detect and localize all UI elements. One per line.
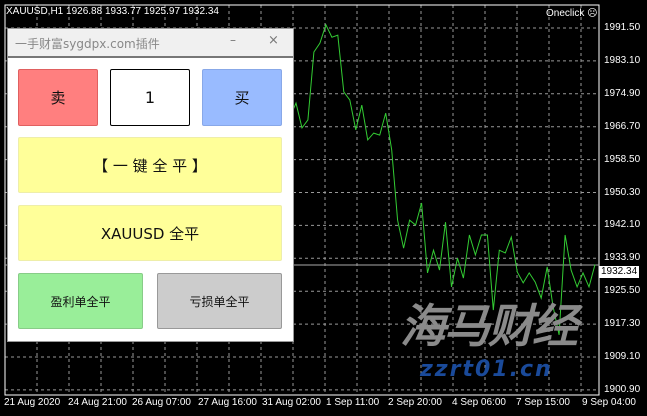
price-series-line — [289, 23, 596, 336]
lots-input[interactable]: 1 — [110, 69, 190, 126]
price-axis-label: 1917.30 — [604, 318, 641, 330]
time-axis-label: 27 Aug 16:00 — [198, 397, 257, 408]
price-axis-label: 1909.10 — [604, 351, 641, 362]
price-axis-label: 1983.10 — [604, 54, 641, 66]
close-button[interactable]: × — [268, 33, 279, 48]
sad-face-icon: ☹ — [587, 8, 598, 19]
buy-button[interactable]: 买 — [202, 69, 282, 126]
sell-button[interactable]: 卖 — [18, 69, 98, 126]
time-axis-label: 9 Sep 04:00 — [582, 397, 636, 408]
symbol-info: XAUUSD,H1 1926.88 1933.77 1925.97 1932.3… — [6, 6, 219, 17]
minimize-button[interactable]: – — [230, 33, 236, 47]
chart-frame — [4, 4, 600, 396]
watermark-logo: 海马财经 — [400, 299, 578, 353]
time-axis-label: 7 Sep 15:00 — [516, 397, 570, 408]
trade-panel: 一手财富sygdpx.com插件 – × 卖 1 买 【 一 键 全 平 】 X… — [7, 28, 294, 342]
close-loss-button[interactable]: 亏损单全平 — [157, 273, 282, 329]
current-price-label: 1932.34 — [599, 266, 640, 278]
oneclick-label: Oneclick — [546, 8, 585, 19]
time-axis-label: 4 Sep 06:00 — [452, 397, 506, 408]
price-axis-label: 1925.50 — [604, 285, 641, 297]
price-axis-label: 1958.50 — [604, 153, 641, 165]
price-axis-label: 1991.50 — [604, 22, 641, 33]
price-axis-label: 1974.90 — [604, 87, 641, 99]
time-axis-label: 24 Aug 21:00 — [68, 397, 127, 408]
panel-title: 一手财富sygdpx.com插件 — [15, 37, 160, 51]
time-axis-label: 21 Aug 2020 — [4, 397, 61, 408]
time-axis-label: 26 Aug 07:00 — [132, 397, 191, 408]
price-axis-label: 1966.70 — [604, 120, 641, 132]
price-axis-label: 1933.90 — [604, 252, 641, 264]
panel-titlebar[interactable]: 一手财富sygdpx.com插件 – × — [8, 29, 293, 58]
oneclick-toggle[interactable]: Oneclick ☹ — [546, 8, 598, 19]
time-axis-label: 2 Sep 20:00 — [388, 397, 442, 408]
time-axis-label: 31 Aug 02:00 — [262, 397, 321, 408]
close-profit-button[interactable]: 盈利单全平 — [18, 273, 143, 329]
close-all-button[interactable]: 【 一 键 全 平 】 — [18, 137, 282, 193]
close-symbol-button[interactable]: XAUUSD 全平 — [18, 205, 282, 261]
watermark-url: zzrt01.cn — [420, 357, 553, 382]
time-axis-label: 1 Sep 11:00 — [326, 397, 380, 408]
price-axis-label: 1950.30 — [604, 186, 641, 198]
price-axis-label: 1900.90 — [604, 383, 641, 395]
price-axis-label: 1942.10 — [604, 219, 641, 231]
